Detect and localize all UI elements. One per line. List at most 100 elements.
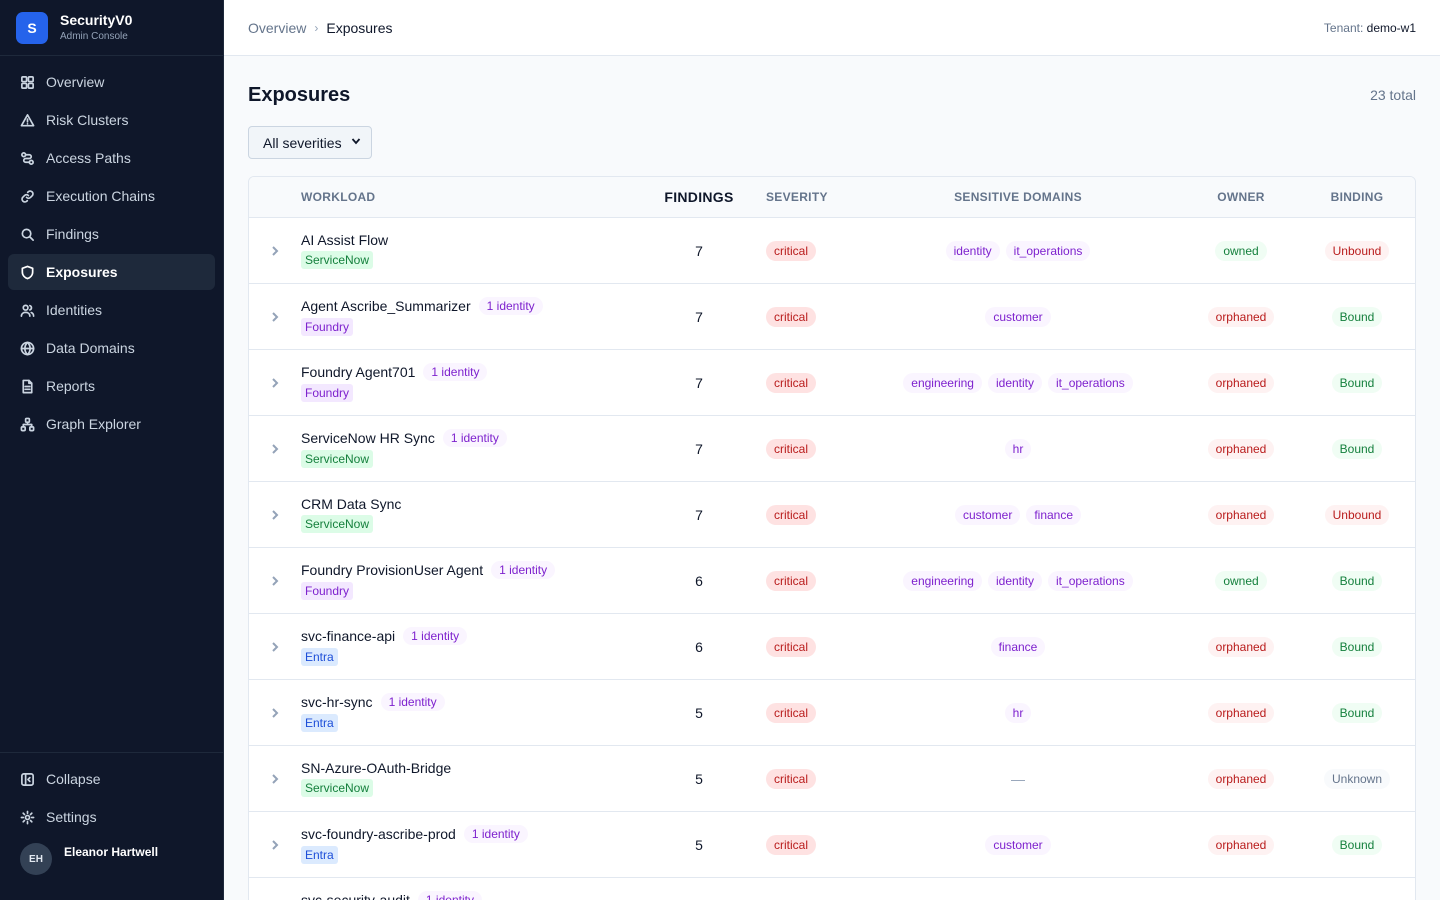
binding-badge: Bound xyxy=(1331,636,1383,657)
owner-badge: owned xyxy=(1215,570,1267,591)
sidebar-item-label: Findings xyxy=(46,226,99,242)
binding-badge: Unbound xyxy=(1324,240,1390,261)
header-owner[interactable]: OWNER xyxy=(1217,190,1265,204)
expand-row-button[interactable] xyxy=(249,508,301,522)
owner-badge: orphaned xyxy=(1207,834,1275,855)
owner-badge: orphaned xyxy=(1207,702,1275,723)
expand-row-button[interactable] xyxy=(249,640,301,654)
table-row[interactable]: svc-hr-sync 1 identity Entra 5 critical hr orp… xyxy=(249,679,1415,745)
header-binding[interactable]: BINDING xyxy=(1330,190,1384,204)
sidebar-item-execution-chains[interactable]: Execution Chains xyxy=(8,178,215,214)
owner-badge: orphaned xyxy=(1207,768,1275,789)
owner-badge: orphaned xyxy=(1207,372,1275,393)
table-body: AI Assist Flow ServiceNow 7 critical identit… xyxy=(249,217,1415,900)
binding-badge: Bound xyxy=(1331,702,1383,723)
domain-badge: customer xyxy=(985,834,1051,855)
settings-button[interactable]: Settings xyxy=(8,799,216,835)
workload-name[interactable]: svc-foundry-ascribe-prod xyxy=(301,826,456,842)
sidebar-item-exposures[interactable]: Exposures xyxy=(8,254,215,290)
expand-row-button[interactable] xyxy=(249,244,301,258)
sidebar-item-findings[interactable]: Findings xyxy=(8,216,215,252)
table-row[interactable]: svc-foundry-ascribe-prod 1 identity Entra 5… xyxy=(249,811,1415,877)
sidebar-item-label: Data Domains xyxy=(46,340,135,356)
brand-subtitle: Admin Console xyxy=(60,30,128,42)
table-row[interactable]: Foundry ProvisionUser Agent 1 identity Fou… xyxy=(249,547,1415,613)
sidebar-item-reports[interactable]: Reports xyxy=(8,368,215,404)
sidebar-item-risk-clusters[interactable]: Risk Clusters xyxy=(8,102,215,138)
tenant-value: demo-w1 xyxy=(1366,20,1416,35)
sidebar-item-label: Risk Clusters xyxy=(46,112,129,128)
expand-row-button[interactable] xyxy=(249,442,301,456)
severity-badge: critical xyxy=(766,570,817,591)
table-row[interactable]: ServiceNow HR Sync 1 identity ServiceNow 7 c… xyxy=(249,415,1415,481)
findings-count: 7 xyxy=(695,374,703,391)
expand-row-button[interactable] xyxy=(249,706,301,720)
table-row[interactable]: Agent Ascribe_Summarizer 1 identity Foundr… xyxy=(249,283,1415,349)
breadcrumb-overview-link[interactable]: Overview xyxy=(248,19,307,36)
page-title: Exposures xyxy=(248,83,351,106)
tenant-label: Tenant: xyxy=(1323,20,1364,35)
sidebar-item-overview[interactable]: Overview xyxy=(8,64,215,100)
workload-name[interactable]: Agent Ascribe_Summarizer xyxy=(301,298,471,314)
sidebar-item-access-paths[interactable]: Access Paths xyxy=(8,140,215,176)
collapse-icon xyxy=(21,772,34,786)
findings-count: 5 xyxy=(695,704,703,721)
chevron-right-icon xyxy=(272,773,279,784)
warning-triangle-icon xyxy=(20,113,35,126)
workload-name[interactable]: svc-finance-api xyxy=(301,628,396,644)
identity-count-badge: 1 identity xyxy=(491,561,556,579)
table-row[interactable]: SN-Azure-OAuth-Bridge ServiceNow 5 critical… xyxy=(249,745,1415,811)
expand-row-button[interactable] xyxy=(249,838,301,852)
chevron-right-icon xyxy=(272,707,279,718)
chevron-right-icon xyxy=(272,245,279,256)
table-row[interactable]: AI Assist Flow ServiceNow 7 critical identit… xyxy=(249,217,1415,283)
chevron-right-icon xyxy=(272,311,279,322)
expand-row-button[interactable] xyxy=(249,772,301,786)
main-content: Exposures 23 total All severities WORKLO… xyxy=(224,56,1440,900)
expand-row-button[interactable] xyxy=(249,574,301,588)
total-count: 23 total xyxy=(1370,87,1416,103)
table-row[interactable]: svc-finance-api 1 identity Entra 6 critical f… xyxy=(249,613,1415,679)
expand-row-button[interactable] xyxy=(249,310,301,324)
collapse-button[interactable]: Collapse xyxy=(8,761,216,797)
expand-row-button[interactable] xyxy=(249,376,301,390)
platform-badge: Entra xyxy=(301,648,338,666)
binding-badge: Bound xyxy=(1331,306,1383,327)
header-findings[interactable]: FINDINGS xyxy=(664,189,734,205)
workload-name[interactable]: AI Assist Flow xyxy=(301,232,389,248)
header-severity[interactable]: SEVERITY xyxy=(766,190,828,204)
header-workload[interactable]: WORKLOAD xyxy=(301,190,376,204)
workload-name[interactable]: ServiceNow HR Sync xyxy=(301,430,435,446)
user-profile[interactable]: EH Eleanor Hartwell xyxy=(8,839,216,879)
owner-badge: orphaned xyxy=(1207,306,1275,327)
shield-icon xyxy=(21,265,34,279)
brand: S SecurityV0 Admin Console xyxy=(0,0,223,56)
sidebar-item-graph-explorer[interactable]: Graph Explorer xyxy=(8,406,215,442)
workload-name[interactable]: Foundry Agent701 xyxy=(301,364,416,380)
table-row[interactable]: Foundry Agent701 1 identity Foundry 7 critic… xyxy=(249,349,1415,415)
workload-name[interactable]: svc-security-audit xyxy=(301,892,410,900)
header-sensitive-domains[interactable]: SENSITIVE DOMAINS xyxy=(954,190,1082,204)
workload-name[interactable]: svc-hr-sync xyxy=(301,694,373,710)
owner-badge: orphaned xyxy=(1207,636,1275,657)
workload-name[interactable]: SN-Azure-OAuth-Bridge xyxy=(301,760,452,776)
severity-badge: critical xyxy=(766,372,817,393)
binding-badge: Unbound xyxy=(1324,504,1390,525)
platform-badge: Foundry xyxy=(301,582,354,600)
severity-badge: critical xyxy=(766,438,817,459)
findings-count: 7 xyxy=(695,440,703,457)
findings-count: 5 xyxy=(695,770,703,787)
table-row[interactable]: CRM Data Sync ServiceNow 7 critical customer… xyxy=(249,481,1415,547)
workload-name[interactable]: CRM Data Sync xyxy=(301,496,402,512)
settings-label: Settings xyxy=(46,809,97,825)
sidebar-item-data-domains[interactable]: Data Domains xyxy=(8,330,215,366)
document-icon xyxy=(22,379,33,393)
domain-badge: hr xyxy=(1004,702,1032,723)
sidebar-item-label: Access Paths xyxy=(46,150,131,166)
domain-badge: it_operations xyxy=(1048,570,1133,591)
severity-filter-select[interactable]: All severities xyxy=(248,126,372,159)
workload-name[interactable]: Foundry ProvisionUser Agent xyxy=(301,562,484,578)
sidebar-item-label: Identities xyxy=(46,302,103,318)
sidebar-item-identities[interactable]: Identities xyxy=(8,292,215,328)
